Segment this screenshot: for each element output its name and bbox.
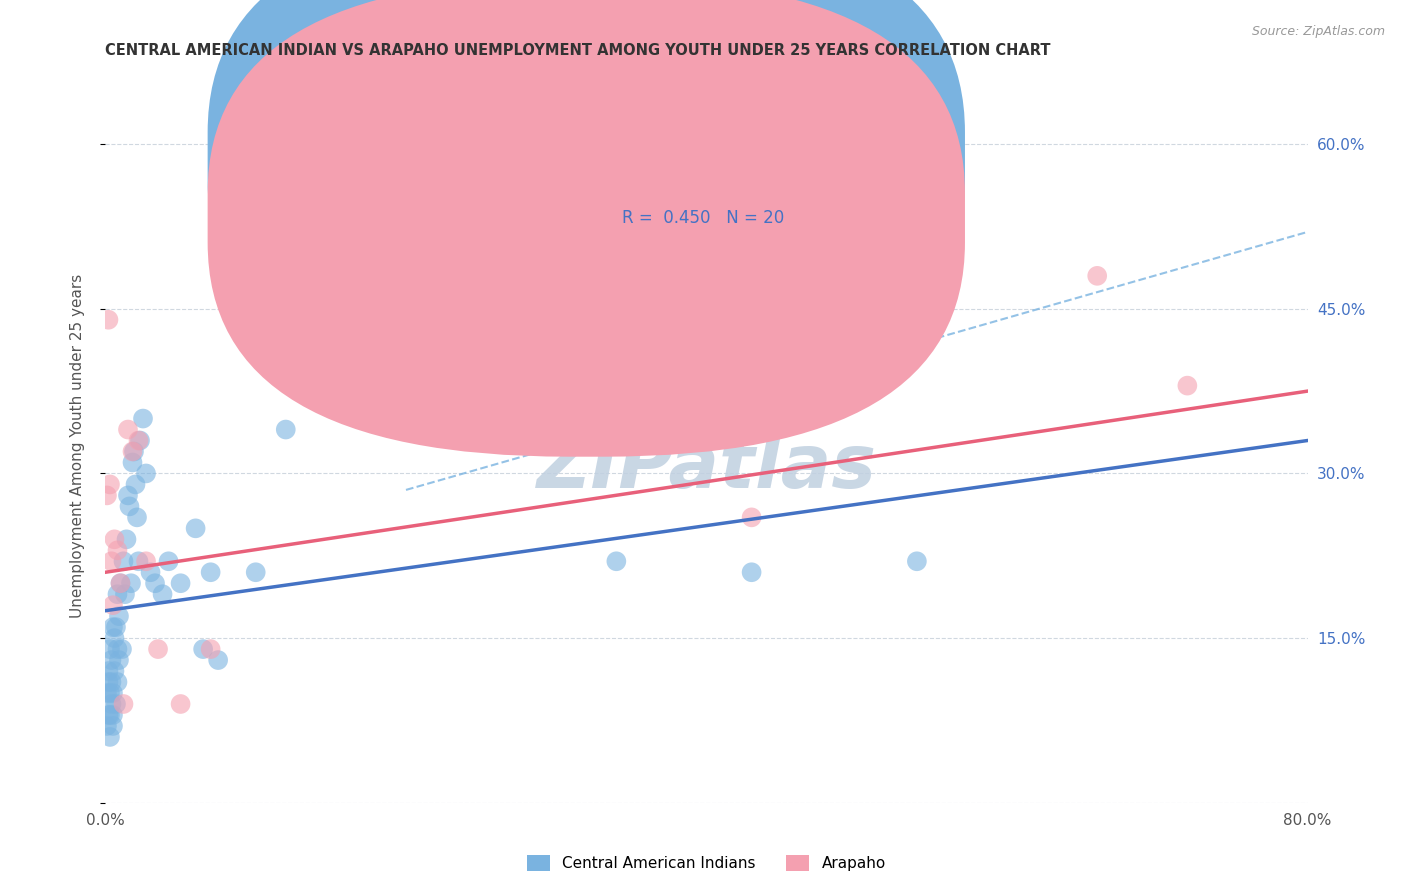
Point: [101, 719, 124, 733]
Point: [101, 708, 124, 723]
Point: [98, 708, 121, 723]
Point: [104, 697, 127, 711]
Point: [96, 686, 118, 700]
Point: [112, 697, 135, 711]
Point: [121, 444, 143, 458]
Point: [143, 576, 166, 591]
Point: [200, 642, 222, 657]
Point: [101, 598, 124, 612]
Point: [115, 533, 138, 547]
Point: [100, 675, 122, 690]
Point: [117, 423, 139, 437]
Point: [108, 653, 131, 667]
Point: [152, 587, 174, 601]
Point: [98, 477, 121, 491]
Point: [129, 434, 152, 448]
Point: [96, 488, 118, 502]
Point: [103, 533, 125, 547]
Point: [98, 730, 121, 744]
Point: [605, 554, 627, 568]
Point: [184, 521, 207, 535]
Point: [107, 543, 129, 558]
Point: [96, 719, 118, 733]
Point: [114, 587, 136, 601]
Point: [605, 423, 627, 437]
Point: [107, 675, 129, 690]
Point: [111, 642, 134, 657]
Point: [146, 642, 169, 657]
Point: [101, 686, 124, 700]
Point: [98, 642, 121, 657]
Point: [100, 653, 122, 667]
Point: [98, 686, 121, 700]
Text: R =  0.450   N = 20: R = 0.450 N = 20: [623, 209, 785, 227]
Point: [169, 576, 191, 591]
Point: [1175, 378, 1198, 392]
Point: [128, 554, 150, 568]
Point: [157, 554, 180, 568]
Point: [104, 620, 127, 634]
Point: [108, 609, 131, 624]
Point: [364, 312, 387, 326]
FancyBboxPatch shape: [208, 0, 965, 396]
Point: [107, 642, 129, 657]
Point: [97, 312, 120, 326]
Point: [110, 576, 132, 591]
Point: [1085, 268, 1108, 283]
Point: [132, 411, 155, 425]
Point: [97, 664, 120, 678]
Point: [128, 434, 150, 448]
Text: R =  0.331   N = 57: R = 0.331 N = 57: [623, 148, 785, 166]
Point: [100, 554, 122, 568]
Point: [110, 576, 132, 591]
Point: [905, 554, 928, 568]
Point: [97, 675, 120, 690]
Text: ZIPatlas: ZIPatlas: [537, 431, 876, 504]
Point: [741, 510, 763, 524]
Point: [135, 554, 157, 568]
Point: [100, 697, 122, 711]
Point: [741, 566, 763, 580]
Point: [121, 455, 143, 469]
Point: [125, 510, 148, 524]
Text: Source: ZipAtlas.com: Source: ZipAtlas.com: [1251, 25, 1385, 38]
Point: [122, 444, 145, 458]
Point: [103, 631, 125, 645]
Point: [103, 664, 125, 678]
Point: [118, 500, 141, 514]
Point: [112, 554, 135, 568]
Y-axis label: Unemployment Among Youth under 25 years: Unemployment Among Youth under 25 years: [70, 274, 84, 618]
Point: [139, 566, 162, 580]
Point: [274, 423, 297, 437]
Point: [135, 467, 157, 481]
Point: [245, 566, 267, 580]
Point: [97, 708, 120, 723]
Point: [107, 587, 129, 601]
Point: [169, 697, 191, 711]
Point: [191, 642, 214, 657]
Point: [124, 477, 146, 491]
Point: [117, 488, 139, 502]
Point: [200, 566, 222, 580]
Point: [501, 434, 523, 448]
Text: CENTRAL AMERICAN INDIAN VS ARAPAHO UNEMPLOYMENT AMONG YOUTH UNDER 25 YEARS CORRE: CENTRAL AMERICAN INDIAN VS ARAPAHO UNEMP…: [105, 43, 1050, 58]
Point: [101, 620, 124, 634]
Point: [207, 653, 229, 667]
FancyBboxPatch shape: [538, 96, 887, 239]
FancyBboxPatch shape: [208, 0, 965, 457]
Point: [120, 576, 142, 591]
Legend: Central American Indians, Arapaho: Central American Indians, Arapaho: [522, 849, 891, 877]
